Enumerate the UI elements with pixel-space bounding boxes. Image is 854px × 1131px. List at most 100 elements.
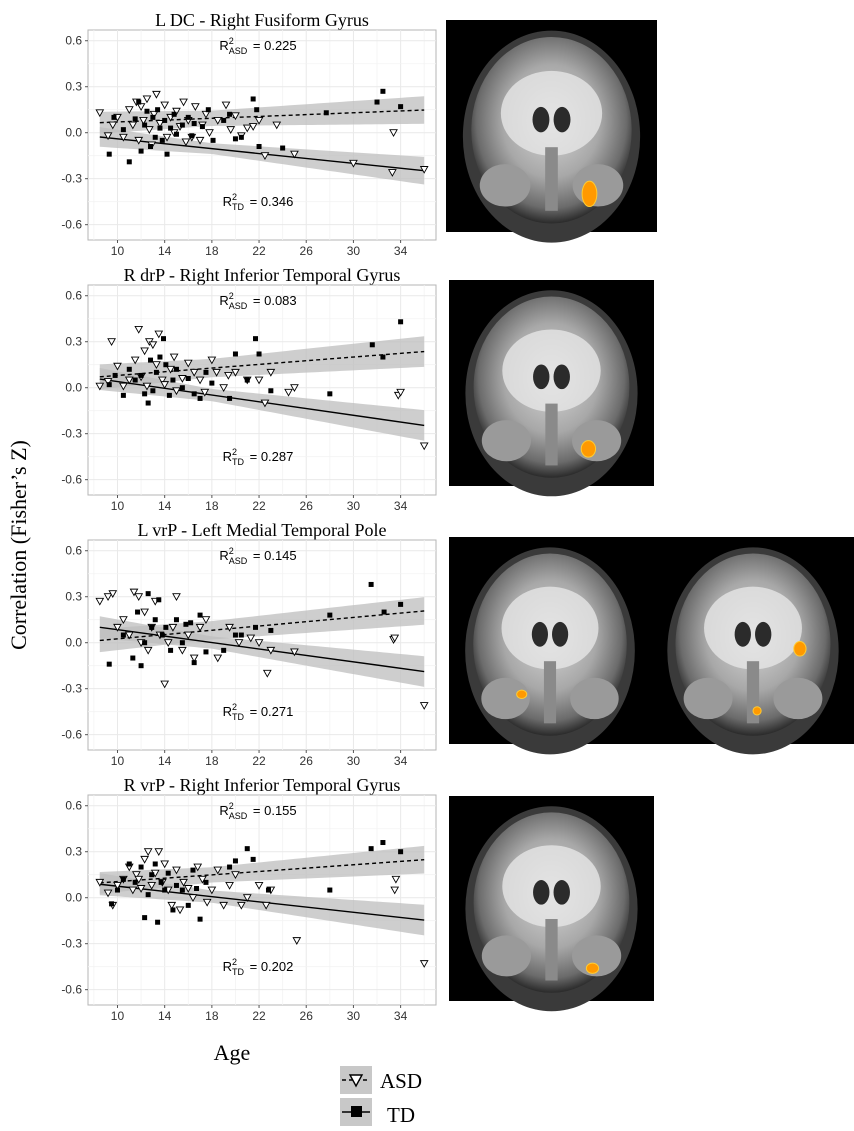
y-tick-label: 0.3 (65, 590, 82, 604)
x-tick-label: 14 (158, 244, 172, 258)
point-asd (139, 116, 148, 125)
legend-key-td-square-icon (351, 1106, 362, 1117)
chart-title: L vrP - Left Medial Temporal Pole (137, 520, 386, 540)
x-tick-label: 30 (347, 499, 361, 513)
point-td (256, 143, 262, 149)
point-asd (254, 881, 264, 890)
point-td (227, 395, 233, 401)
activation-blob (752, 706, 762, 716)
r2-letter: R (223, 449, 232, 464)
temporal-lobe-left (481, 677, 530, 720)
point-td (381, 609, 387, 615)
point-asd (163, 639, 173, 648)
x-tick-label: 22 (252, 499, 266, 513)
point-td (398, 104, 404, 110)
chart-title: R drP - Right Inferior Temporal Gyrus (124, 265, 401, 285)
y-tick-label: 0.0 (65, 891, 82, 905)
point-asd (242, 124, 252, 133)
ventricle-left (734, 621, 751, 647)
confidence-band-td (99, 127, 425, 185)
r2-superscript: 2 (232, 702, 237, 712)
point-asd (201, 616, 211, 625)
point-td (170, 907, 176, 913)
point-td (203, 879, 209, 885)
point-asd (162, 133, 172, 142)
activation-blob (516, 689, 528, 699)
point-td (126, 159, 132, 165)
point-td (130, 655, 136, 661)
point-td (136, 99, 142, 105)
point-td (232, 858, 238, 864)
point-td (209, 380, 215, 386)
point-td (120, 632, 126, 638)
point-td (162, 117, 168, 123)
point-asd (349, 159, 358, 168)
series-td (109, 840, 404, 925)
point-asd (154, 848, 164, 857)
point-asd (262, 669, 272, 678)
point-td (148, 143, 154, 149)
x-tick-label: 34 (394, 499, 408, 513)
point-td (368, 846, 374, 852)
point-td (155, 919, 161, 925)
x-tick-label: 10 (111, 754, 125, 768)
point-td (197, 916, 203, 922)
ventricle-right (553, 106, 571, 133)
chart-panel-2: R drP - Right Inferior Temporal Gyrus 10 1… (61, 265, 437, 513)
point-td (132, 116, 138, 122)
point-td (179, 122, 185, 128)
y-tick-label: 0.3 (65, 845, 82, 859)
point-asd (95, 878, 105, 887)
point-asd (183, 359, 193, 368)
point-td (142, 640, 148, 646)
r2-value: = 0.145 (249, 548, 296, 563)
point-td (173, 131, 179, 137)
point-td (145, 400, 151, 406)
ventricle-right (552, 621, 569, 647)
point-td (166, 392, 172, 398)
point-asd (148, 341, 158, 350)
point-td (106, 661, 112, 667)
point-asd (183, 885, 193, 893)
point-td (164, 151, 170, 157)
r2-value: = 0.225 (249, 38, 296, 53)
point-td (189, 133, 195, 139)
point-td (185, 114, 191, 120)
point-td (168, 647, 174, 653)
legend: ASD TD (340, 1066, 422, 1127)
point-asd (248, 123, 258, 131)
point-td (327, 391, 333, 397)
point-asd (213, 866, 223, 875)
point-asd (290, 150, 299, 159)
point-td (210, 137, 216, 143)
point-asd (213, 654, 223, 663)
point-asd (113, 881, 122, 890)
r2-subscript: TD (232, 457, 244, 467)
point-td (173, 366, 179, 372)
point-asd (103, 378, 113, 386)
point-td (368, 581, 374, 587)
white-matter (704, 586, 802, 670)
y-axis-label: Correlation (Fisher’s Z) (6, 440, 31, 650)
point-td (173, 882, 179, 888)
point-td (159, 632, 165, 638)
x-tick-label: 18 (205, 754, 219, 768)
point-asd (119, 133, 128, 142)
series-asd (95, 326, 429, 451)
point-asd (387, 169, 397, 177)
point-asd (131, 871, 141, 880)
point-asd (166, 365, 175, 374)
r2-subscript: ASD (229, 301, 248, 311)
point-asd (193, 863, 203, 872)
r2-superscript: 2 (232, 447, 237, 457)
point-asd (234, 639, 244, 648)
point-td (150, 388, 156, 394)
point-td (380, 354, 386, 360)
r2-asd-label: R2 ASD = 0.083 (219, 291, 296, 311)
point-td (253, 336, 259, 342)
fit-line-asd (99, 350, 425, 378)
x-tick-label: 22 (252, 754, 266, 768)
point-asd (128, 886, 138, 895)
x-tick-label: 22 (252, 244, 266, 258)
point-asd (242, 894, 252, 903)
